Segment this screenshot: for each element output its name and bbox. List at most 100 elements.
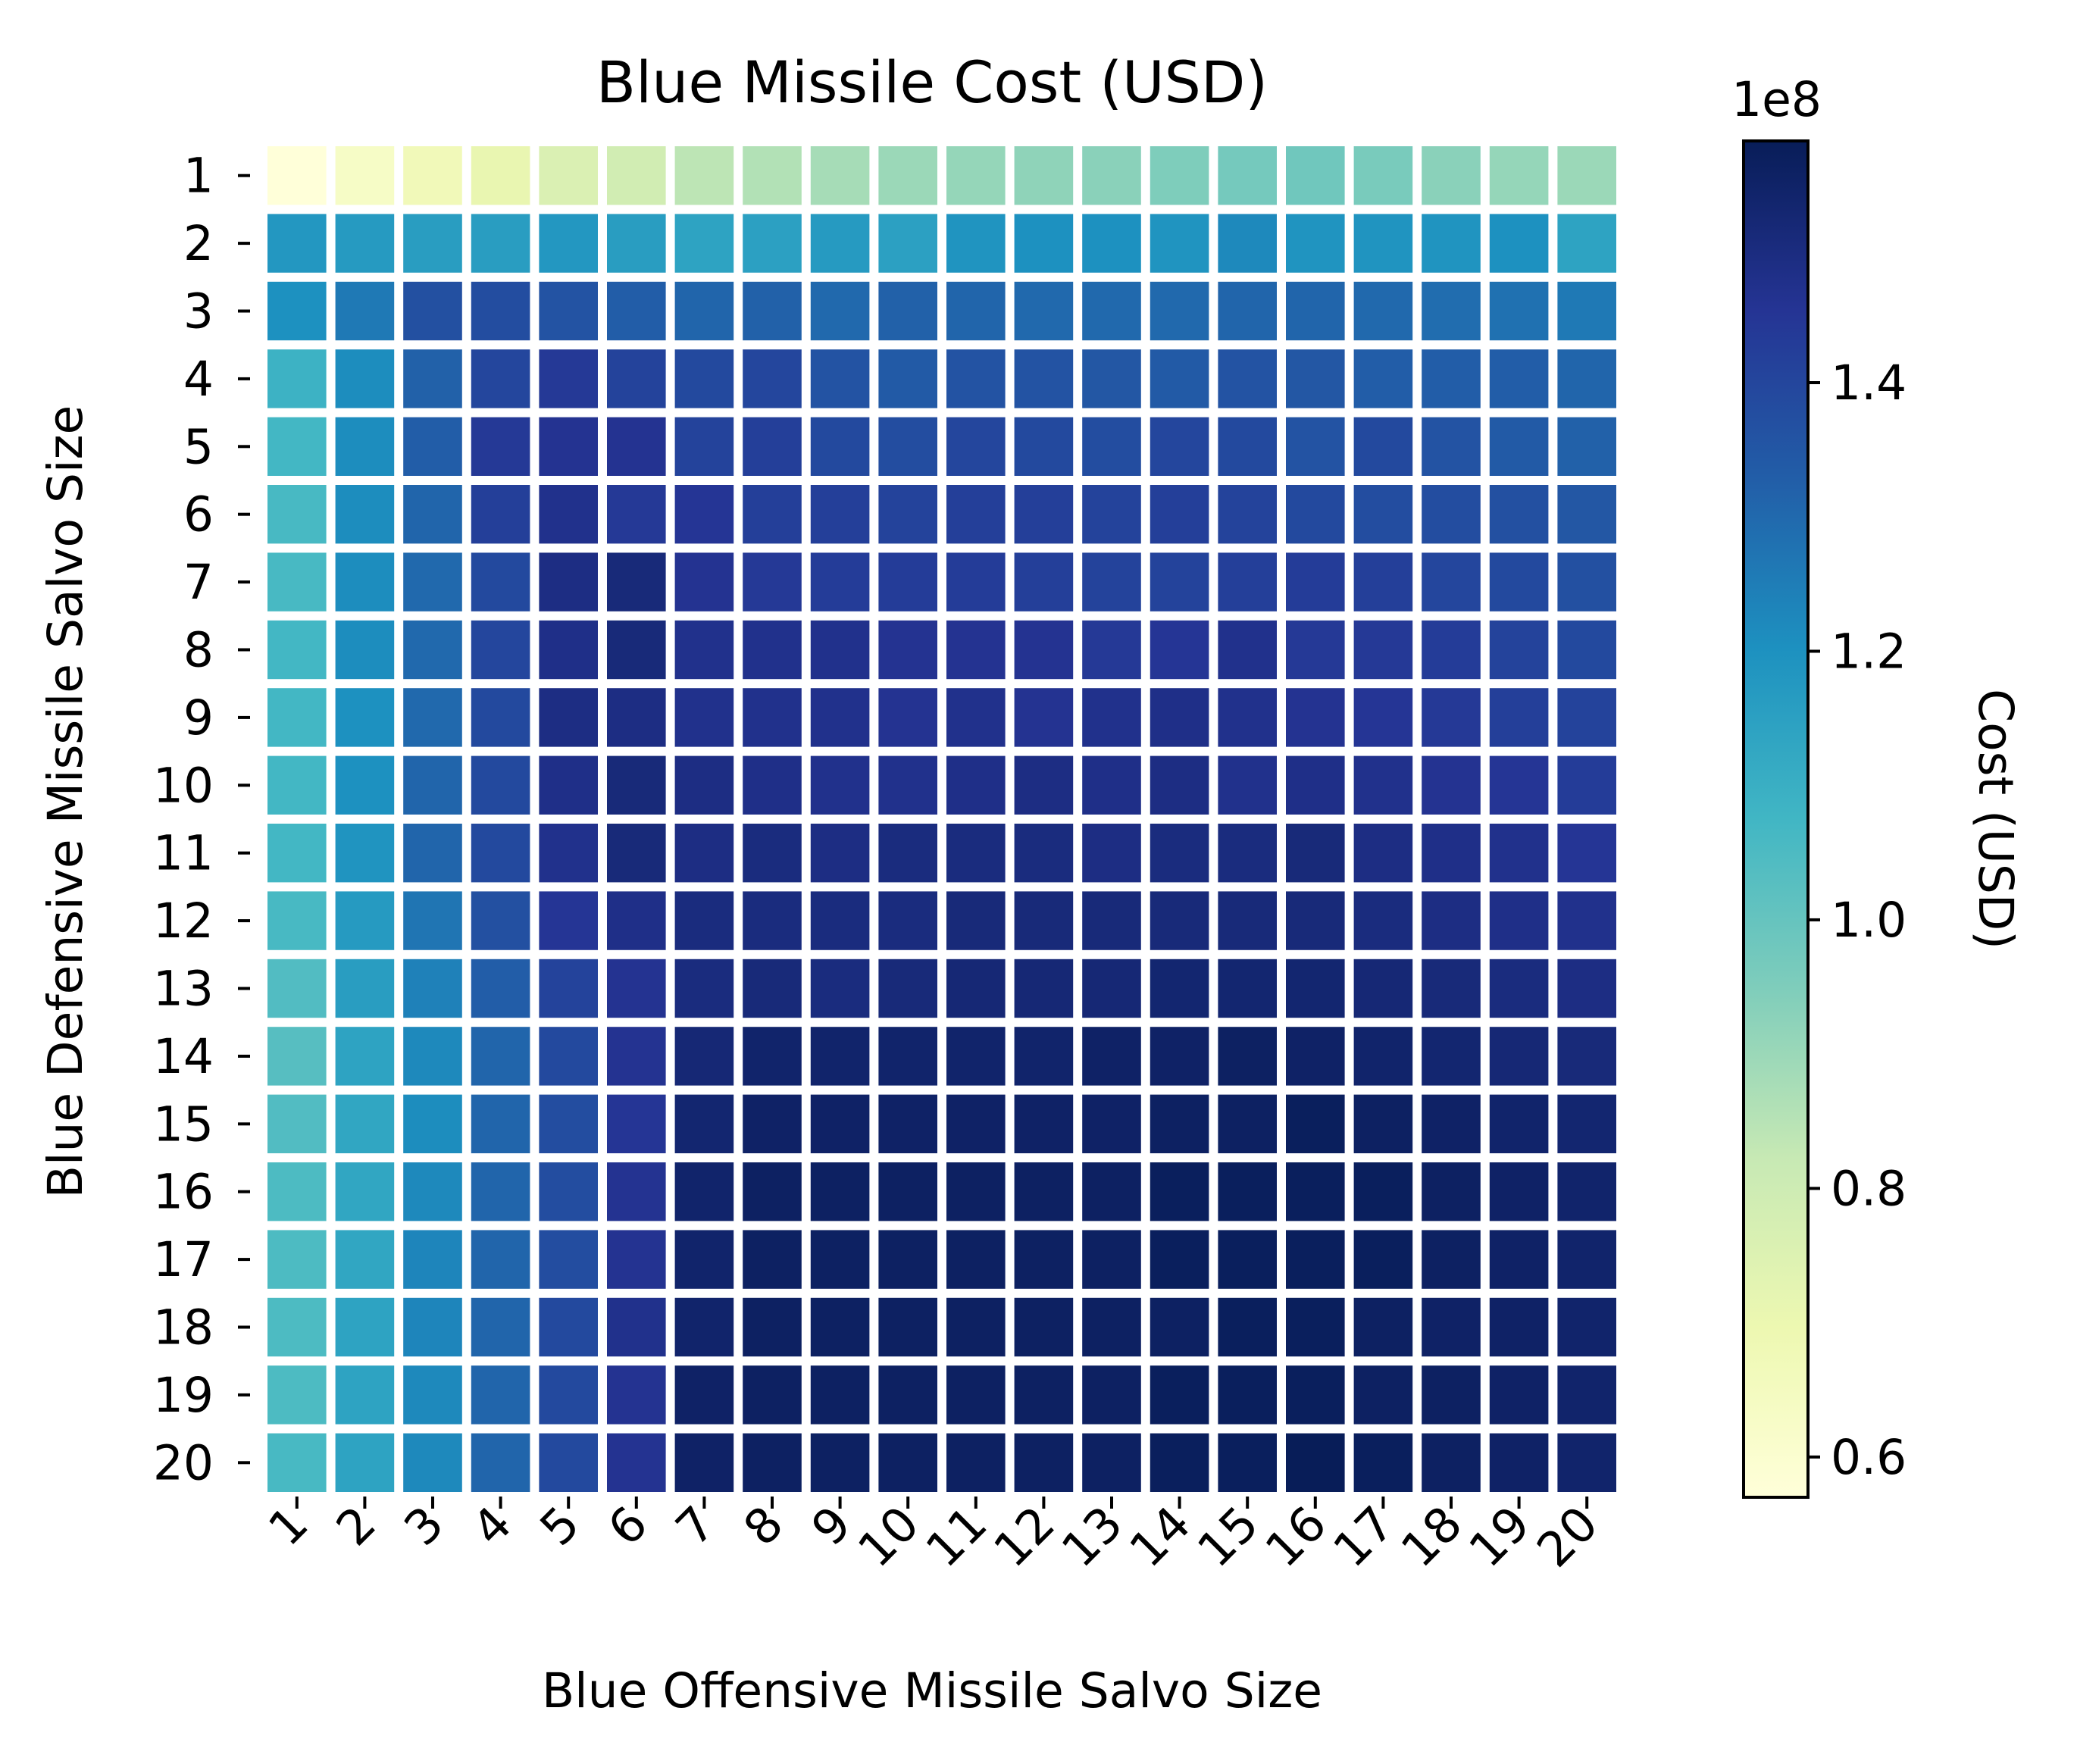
- heatmap-cell: [743, 755, 802, 815]
- heatmap-cell: [403, 959, 462, 1018]
- heatmap-cell: [946, 349, 1006, 408]
- heatmap-cell: [1286, 1365, 1345, 1425]
- heatmap-cell: [1082, 755, 1141, 815]
- heatmap-cell: [674, 552, 734, 611]
- y-tick-label: 18: [153, 1300, 214, 1356]
- heatmap-cell: [607, 485, 666, 544]
- heatmap-cell: [1286, 146, 1345, 205]
- y-tick-label: 20: [153, 1435, 214, 1490]
- heatmap-cell: [267, 620, 327, 680]
- heatmap-cell: [335, 688, 395, 747]
- heatmap-cell: [674, 891, 734, 950]
- heatmap-cell: [1014, 620, 1074, 680]
- heatmap-cell: [1150, 1230, 1209, 1289]
- heatmap-cell: [1082, 1162, 1141, 1221]
- heatmap-cell: [1422, 1027, 1481, 1086]
- heatmap-cell: [674, 485, 734, 544]
- heatmap-cell: [1150, 959, 1209, 1018]
- heatmap-cell: [267, 1027, 327, 1086]
- heatmap-cell: [878, 959, 937, 1018]
- heatmap-cell: [1082, 1297, 1141, 1357]
- heatmap-cell: [539, 214, 598, 273]
- heatmap-cell: [743, 485, 802, 544]
- heatmap-cell: [1218, 1027, 1277, 1086]
- heatmap-cell: [403, 1433, 462, 1492]
- y-tick-label: 6: [183, 487, 214, 543]
- heatmap-cell: [1014, 281, 1074, 341]
- heatmap-cell: [743, 1297, 802, 1357]
- heatmap-cell: [1286, 417, 1345, 476]
- heatmap-cell: [743, 959, 802, 1018]
- heatmap-cell: [539, 755, 598, 815]
- heatmap-cell: [403, 824, 462, 883]
- heatmap-cell: [539, 417, 598, 476]
- heatmap-cell: [674, 146, 734, 205]
- heatmap-cell: [1218, 891, 1277, 950]
- heatmap-cell: [607, 1230, 666, 1289]
- heatmap-cell: [743, 824, 802, 883]
- heatmap-cell: [674, 1027, 734, 1086]
- heatmap-cell: [403, 1297, 462, 1357]
- heatmap-cell: [607, 824, 666, 883]
- heatmap-cell: [1353, 1433, 1413, 1492]
- heatmap-cell: [1218, 349, 1277, 408]
- heatmap-cell: [1082, 552, 1141, 611]
- heatmap-cell: [1557, 755, 1616, 815]
- heatmap-cell: [1353, 214, 1413, 273]
- heatmap-cell: [267, 1433, 327, 1492]
- heatmap-cell: [1353, 146, 1413, 205]
- heatmap-cell: [1489, 417, 1549, 476]
- heatmap-cell: [267, 146, 327, 205]
- heatmap-cell: [1082, 1094, 1141, 1153]
- y-tick-label: 9: [183, 690, 214, 746]
- heatmap-cell: [743, 349, 802, 408]
- heatmap-cell: [674, 1297, 734, 1357]
- heatmap-cell: [267, 959, 327, 1018]
- heatmap-cell: [1014, 1297, 1074, 1357]
- heatmap-cell: [335, 1365, 395, 1425]
- heatmap-cell: [674, 214, 734, 273]
- heatmap-cell: [1150, 1094, 1209, 1153]
- heatmap-cell: [1150, 1162, 1209, 1221]
- heatmap-cell: [1286, 755, 1345, 815]
- heatmap-cell: [1422, 1230, 1481, 1289]
- heatmap-cell: [810, 1162, 870, 1221]
- heatmap-cell: [743, 146, 802, 205]
- heatmap-cell: [1150, 552, 1209, 611]
- heatmap-cell: [810, 824, 870, 883]
- heatmap-cell: [1489, 1162, 1549, 1221]
- heatmap-cell: [403, 755, 462, 815]
- heatmap-cell: [1014, 1433, 1074, 1492]
- heatmap-cell: [946, 552, 1006, 611]
- heatmap-cell: [403, 417, 462, 476]
- heatmap-cell: [1489, 281, 1549, 341]
- heatmap-cell: [1286, 1162, 1345, 1221]
- heatmap-cell: [810, 417, 870, 476]
- heatmap-cell: [1422, 1162, 1481, 1221]
- heatmap-cell: [1286, 552, 1345, 611]
- colorbar-tick-label: 0.6: [1831, 1430, 1907, 1485]
- heatmap-cell: [1150, 281, 1209, 341]
- heatmap-cell: [878, 755, 937, 815]
- heatmap-cell: [743, 1433, 802, 1492]
- heatmap-cell: [810, 688, 870, 747]
- heatmap-cell: [1082, 146, 1141, 205]
- y-tick-label: 7: [183, 555, 214, 610]
- heatmap-cell: [267, 1230, 327, 1289]
- heatmap-cell: [674, 417, 734, 476]
- heatmap-cell: [743, 281, 802, 341]
- heatmap-cell: [1286, 1297, 1345, 1357]
- heatmap-cell: [743, 620, 802, 680]
- y-tick-label: 13: [153, 962, 214, 1017]
- heatmap-cell: [1286, 485, 1345, 544]
- heatmap-cell: [743, 891, 802, 950]
- heatmap-cell: [403, 214, 462, 273]
- heatmap-cell: [607, 620, 666, 680]
- heatmap-cell: [878, 1162, 937, 1221]
- heatmap-cell: [607, 214, 666, 273]
- heatmap-cell: [471, 417, 530, 476]
- heatmap-cell: [1286, 1433, 1345, 1492]
- heatmap-cell: [946, 688, 1006, 747]
- heatmap-cell: [1489, 1297, 1549, 1357]
- heatmap-cell: [946, 891, 1006, 950]
